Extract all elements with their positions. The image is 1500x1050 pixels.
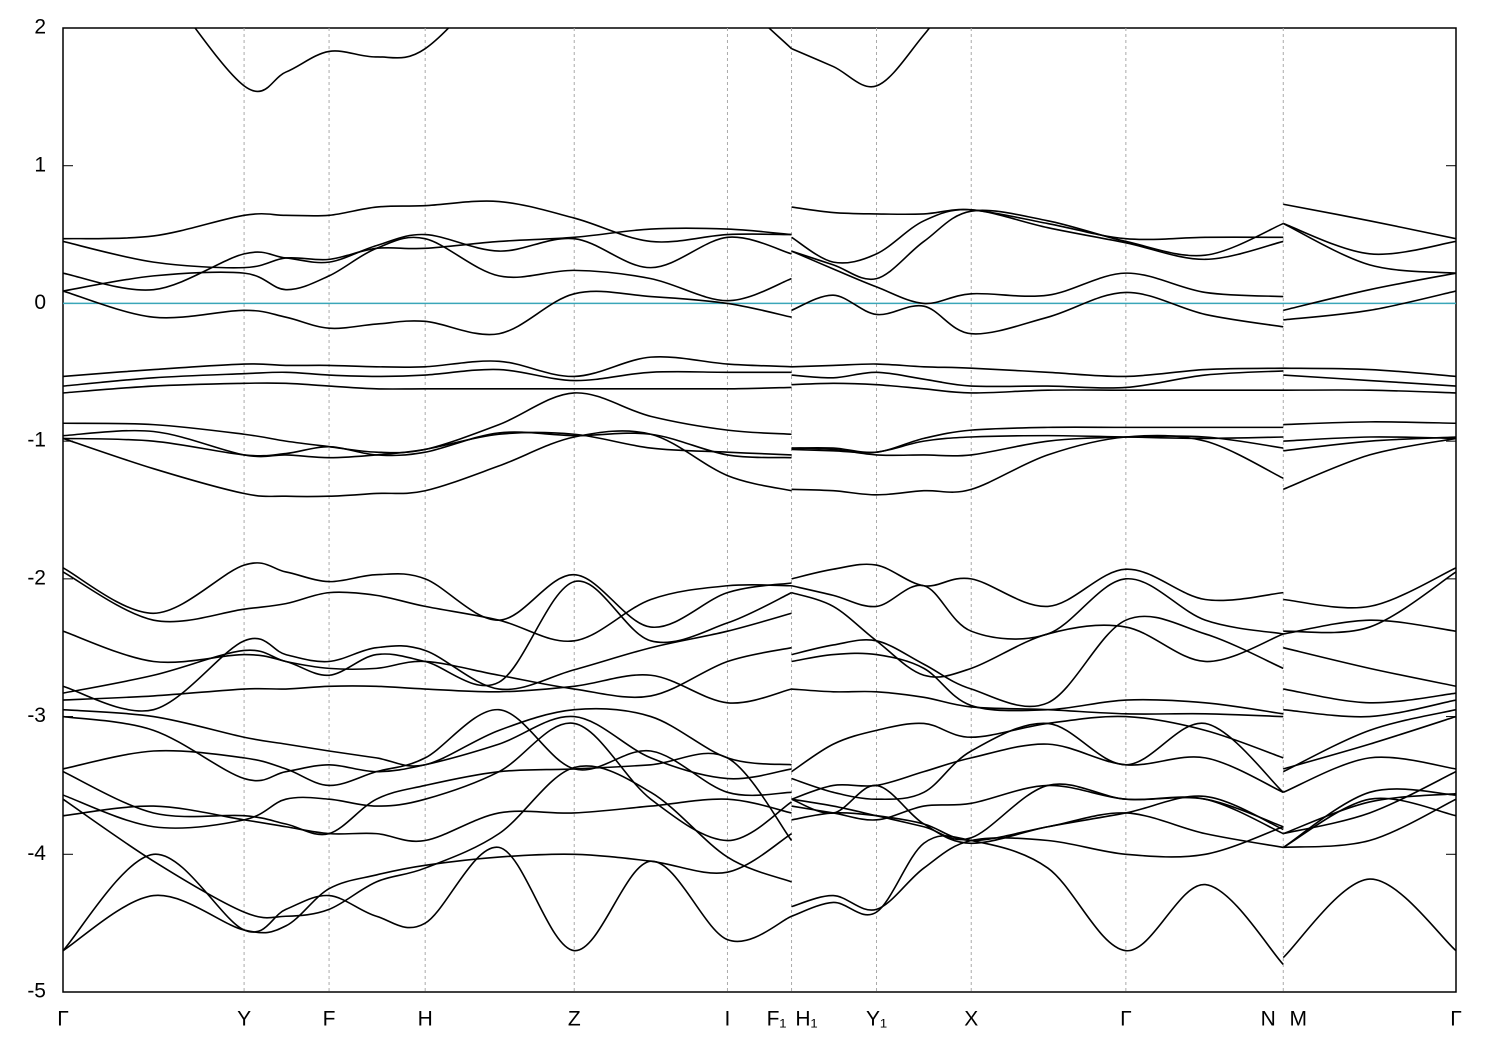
- bands-layer: [63, 28, 1456, 966]
- band-line: [63, 382, 1456, 394]
- y-tick-label: 0: [34, 291, 46, 314]
- band-line: [63, 200, 1456, 243]
- y-tick-label: -3: [27, 704, 46, 727]
- band-line: [63, 674, 1456, 718]
- x-tick-label: H₁: [795, 1008, 817, 1031]
- band-line: [63, 209, 1456, 281]
- band-line: [63, 797, 1456, 849]
- band-line: [63, 562, 1456, 628]
- band-line: [194, 28, 931, 93]
- plot-frame: [62, 27, 1457, 993]
- x-tick-label: Γ: [1450, 1008, 1462, 1031]
- band-line: [63, 290, 1456, 336]
- band-line: [63, 355, 1456, 378]
- labels-layer: -5 -4 -3 -2 -1 0 1 2 Γ Y F H Z I F₁ H₁ Y₁ X Γ N M Γ: [27, 16, 1461, 1031]
- grid-layer: [63, 27, 1456, 993]
- x-tick-label: I: [725, 1008, 731, 1031]
- y-tick-label: 1: [34, 153, 46, 176]
- x-tick-label: F: [323, 1008, 336, 1031]
- y-tick-label: -2: [27, 566, 46, 589]
- x-tick-label: Z: [568, 1008, 581, 1031]
- band-line: [63, 715, 1456, 801]
- band-line: [63, 392, 1456, 454]
- x-tick-label: M: [1290, 1008, 1308, 1031]
- band-line: [63, 835, 1456, 966]
- y-tick-label: -4: [27, 842, 46, 865]
- x-tick-label: X: [964, 1008, 978, 1031]
- band-line: [63, 580, 1456, 687]
- x-tick-label: Γ: [57, 1008, 69, 1031]
- band-line: [63, 431, 1456, 459]
- x-tick-label: Y₁: [866, 1008, 887, 1031]
- y-tick-label: -1: [27, 429, 46, 452]
- band-line: [63, 765, 1456, 919]
- band-line: [63, 368, 1456, 389]
- band-line: [63, 722, 1456, 849]
- y-tick-label: -5: [27, 980, 46, 1003]
- band-line: [63, 236, 1456, 312]
- band-line: [63, 707, 1456, 773]
- band-line: [63, 784, 1456, 952]
- x-tick-label: Y: [237, 1008, 251, 1031]
- band-line: [63, 208, 1456, 291]
- x-tick-label: Γ: [1120, 1008, 1132, 1031]
- band-line: [63, 429, 1456, 459]
- x-tick-label: H: [418, 1008, 433, 1031]
- x-tick-label: N: [1261, 1008, 1276, 1031]
- band-line: [63, 708, 1456, 800]
- band-line: [63, 612, 1456, 712]
- y-tick-label: 2: [34, 16, 46, 39]
- band-line: [63, 571, 1456, 643]
- x-tick-label: F₁: [767, 1008, 787, 1031]
- band-line: [63, 430, 1456, 498]
